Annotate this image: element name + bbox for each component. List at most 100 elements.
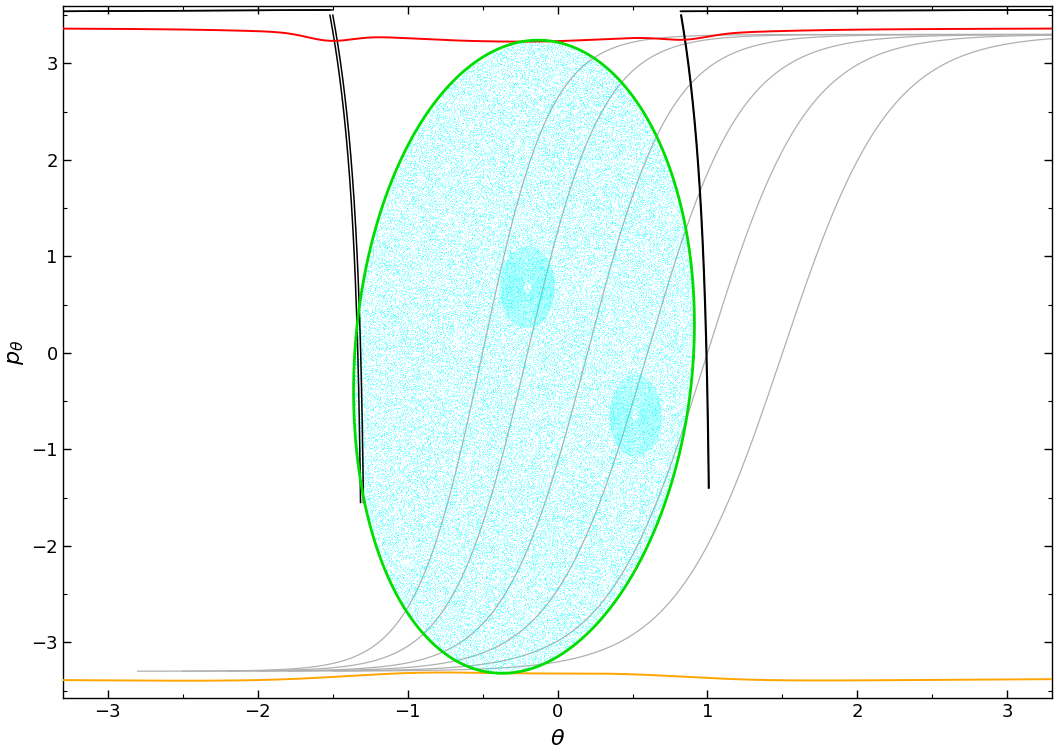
Point	[524, 541, 541, 553]
Point	[580, 202, 597, 214]
Point	[590, 280, 607, 292]
Point	[470, 106, 487, 118]
Point	[676, 333, 693, 345]
Point	[409, 317, 426, 329]
Point	[546, 251, 563, 263]
Point	[554, 100, 571, 112]
Point	[451, 87, 468, 99]
Point	[528, 426, 545, 438]
Point	[553, 463, 570, 475]
Point	[433, 538, 450, 550]
Point	[362, 381, 379, 393]
Point	[580, 250, 597, 262]
Point	[448, 652, 464, 664]
Point	[481, 418, 498, 430]
Point	[489, 306, 506, 318]
Point	[422, 223, 439, 236]
Point	[521, 418, 537, 430]
Point	[521, 89, 537, 101]
Point	[566, 266, 583, 278]
Point	[548, 296, 565, 308]
Point	[513, 200, 530, 212]
Point	[395, 317, 412, 329]
Point	[614, 106, 631, 119]
Point	[671, 314, 688, 326]
Point	[581, 161, 598, 173]
Point	[518, 501, 535, 513]
Point	[577, 336, 594, 348]
Point	[526, 558, 543, 570]
Point	[548, 627, 565, 639]
Point	[653, 352, 670, 364]
Point	[658, 414, 675, 426]
Point	[510, 218, 527, 230]
Point	[636, 188, 653, 200]
Point	[384, 433, 401, 445]
Point	[457, 479, 474, 492]
Point	[442, 636, 459, 649]
Point	[461, 91, 478, 103]
Point	[559, 114, 576, 126]
Point	[619, 321, 636, 333]
Point	[394, 341, 411, 353]
Point	[437, 242, 454, 254]
Point	[586, 217, 603, 230]
Point	[485, 542, 501, 554]
Point	[597, 510, 614, 522]
Point	[416, 541, 433, 553]
Point	[598, 451, 615, 463]
Point	[627, 431, 644, 443]
Point	[434, 383, 451, 395]
Point	[462, 485, 479, 497]
Point	[427, 614, 444, 626]
Point	[524, 549, 541, 561]
Point	[385, 464, 402, 476]
Point	[586, 437, 603, 449]
Point	[455, 451, 472, 463]
Point	[601, 533, 618, 545]
Point	[656, 359, 673, 371]
Point	[419, 356, 436, 368]
Point	[599, 507, 616, 519]
Point	[460, 61, 477, 73]
Point	[529, 402, 546, 414]
Point	[568, 163, 585, 175]
Point	[543, 209, 560, 221]
Point	[460, 427, 477, 439]
Point	[599, 69, 616, 81]
Point	[619, 574, 636, 586]
Point	[571, 223, 588, 236]
Point	[578, 305, 595, 317]
Point	[632, 291, 649, 303]
Point	[385, 560, 402, 572]
Point	[442, 393, 459, 405]
Point	[425, 500, 442, 512]
Point	[430, 149, 446, 161]
Point	[387, 582, 404, 594]
Point	[635, 431, 652, 443]
Point	[562, 509, 579, 521]
Point	[495, 133, 512, 145]
Point	[604, 134, 621, 146]
Point	[561, 486, 578, 498]
Point	[405, 542, 422, 554]
Point	[630, 106, 646, 118]
Point	[463, 556, 480, 569]
Point	[439, 216, 456, 228]
Point	[560, 146, 577, 159]
Point	[533, 643, 550, 655]
Point	[525, 481, 542, 493]
Point	[426, 467, 443, 479]
Point	[526, 389, 543, 401]
Point	[550, 491, 567, 503]
Point	[413, 405, 430, 417]
Point	[632, 493, 649, 505]
Point	[550, 140, 567, 152]
Point	[655, 150, 672, 162]
Point	[469, 575, 486, 587]
Point	[595, 197, 612, 209]
Point	[671, 345, 688, 357]
Point	[670, 204, 687, 216]
Point	[534, 568, 551, 580]
Point	[408, 480, 425, 492]
